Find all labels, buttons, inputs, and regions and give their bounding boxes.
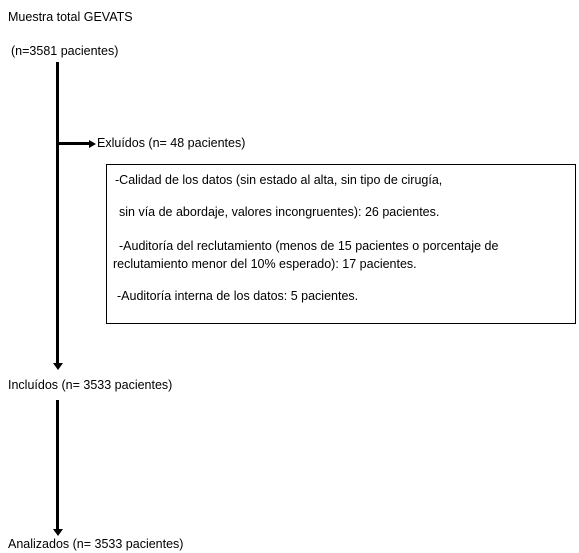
total-sample-title: Muestra total GEVATS	[8, 10, 133, 24]
reason-recruitment-line1: -Auditoría del reclutamiento (menos de 1…	[119, 239, 499, 253]
total-sample-count: (n=3581 pacientes)	[11, 44, 119, 58]
arrow-head-excluded	[89, 139, 96, 148]
reason-data-quality-line1: -Calidad de los datos (sin estado al alt…	[115, 173, 443, 187]
arrow-total-to-included	[56, 62, 59, 364]
excluded-label: Exluídos (n= 48 pacientes)	[97, 136, 246, 150]
reason-data-quality-line2: sin vía de abordaje, valores incongruent…	[119, 205, 440, 219]
reason-recruitment-line2: reclutamiento menor del 10% esperado): 1…	[113, 257, 417, 271]
arrow-head-included	[52, 363, 63, 370]
arrow-to-excluded	[58, 142, 90, 145]
reason-internal-audit: -Auditoría interna de los datos: 5 pacie…	[117, 289, 359, 303]
analyzed-label: Analizados (n= 3533 pacientes)	[8, 537, 184, 551]
included-label: Incluídos (n= 3533 pacientes)	[8, 378, 173, 392]
exclusion-reasons-box: -Calidad de los datos (sin estado al alt…	[106, 164, 576, 324]
arrow-included-to-analyzed	[56, 400, 59, 530]
arrow-head-analyzed	[52, 529, 63, 536]
